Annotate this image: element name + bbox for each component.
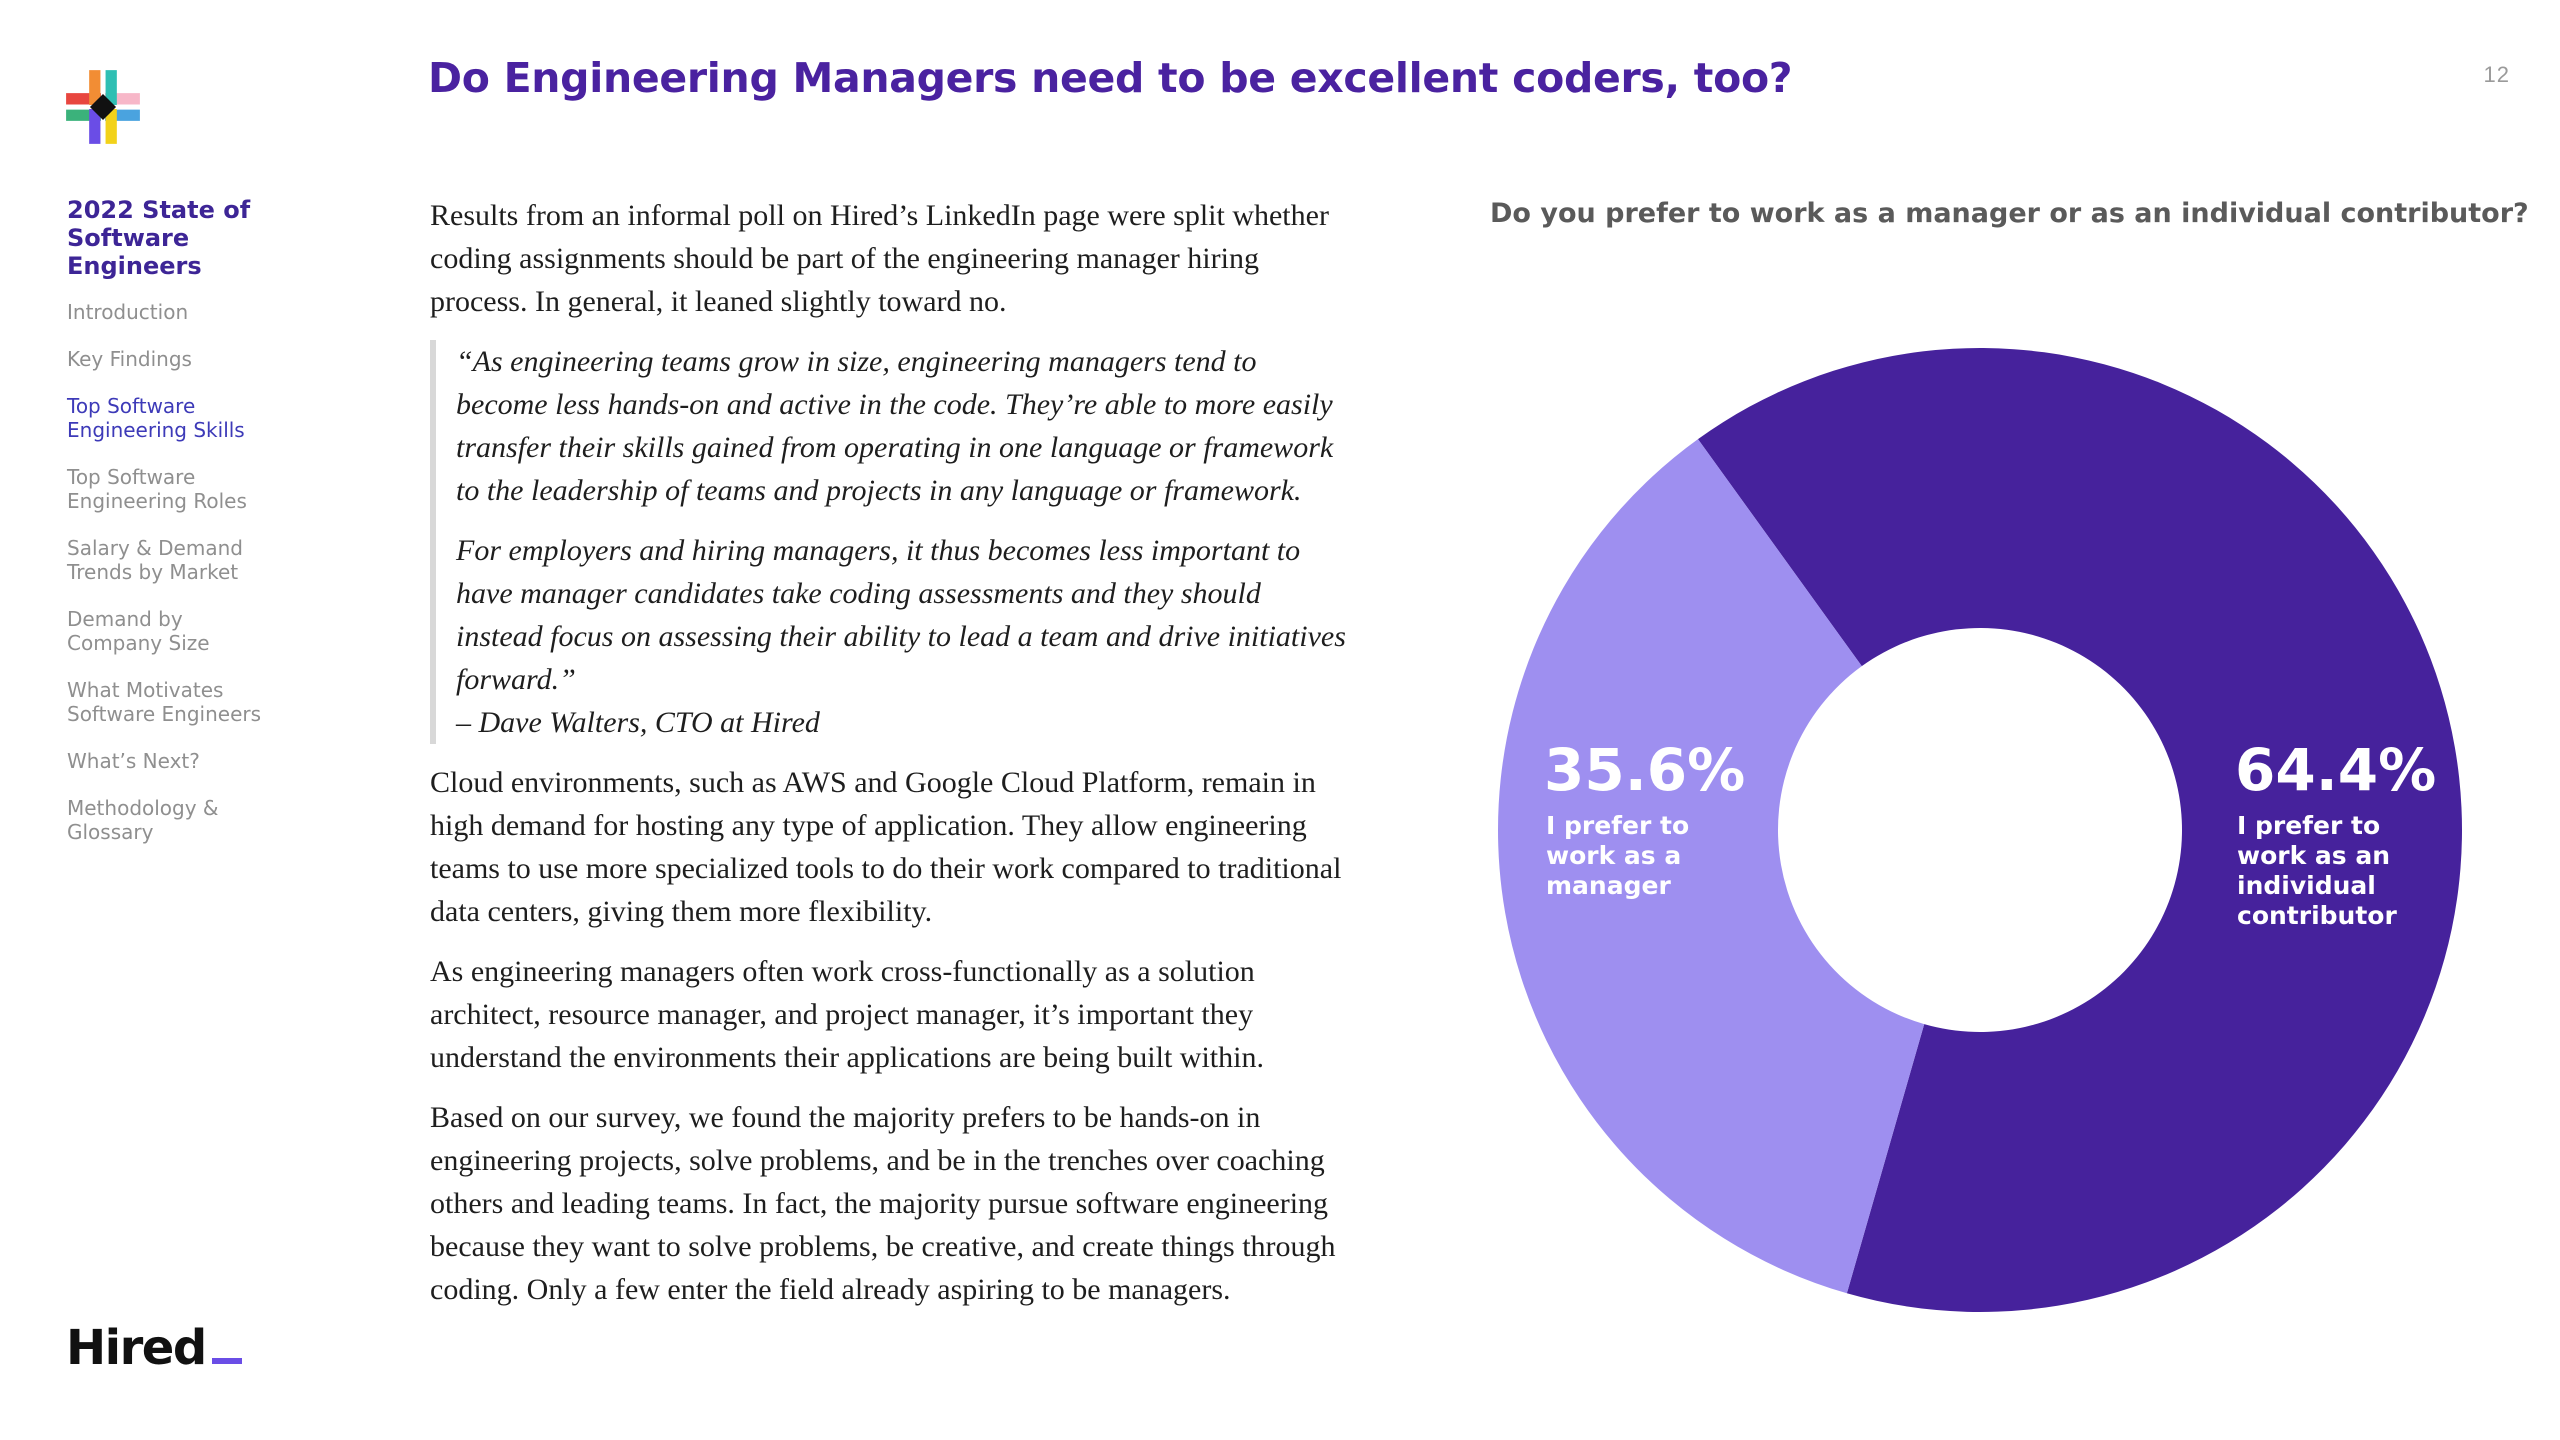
hired-logo-text: Hired: [66, 1320, 207, 1376]
sidebar-item-what-motivates[interactable]: What Motivates Software Engineers: [67, 678, 262, 726]
donut-category-label-1-line-2: manager: [1546, 871, 1671, 900]
donut-slice-0: [1697, 347, 2462, 1312]
quote-attribution: – Dave Walters, CTO at Hired: [456, 706, 820, 739]
page-number: 12: [2483, 62, 2510, 87]
sidebar-item-key-findings[interactable]: Key Findings: [67, 347, 192, 371]
donut-value-label-1: 35.6%: [1544, 736, 1745, 804]
survey-paragraph: Based on our survey, we found the majori…: [430, 1101, 1336, 1306]
donut-category-label-0-line-2: individual: [2237, 871, 2376, 900]
sidebar-item-demand-by-company-size[interactable]: Demand by Company Size: [67, 607, 210, 655]
donut-category-label-1-line-0: I prefer to: [1546, 811, 1689, 840]
managers-paragraph: As engineering managers often work cross…: [430, 955, 1264, 1074]
quote-paragraph-2-text: For employers and hiring managers, it th…: [456, 534, 1346, 696]
hired-star-logo-icon: [66, 70, 140, 144]
hired-logo-underscore: [211, 1358, 242, 1364]
sidebar-item-whats-next[interactable]: What’s Next?: [67, 749, 200, 773]
report-title[interactable]: 2022 State of Software Engineers: [67, 196, 251, 280]
sidebar: 2022 State of Software Engineers Introdu…: [67, 196, 307, 867]
article-body: Results from an informal poll on Hired’s…: [430, 194, 1350, 1328]
sidebar-item-salary-demand-trends[interactable]: Salary & Demand Trends by Market: [67, 536, 243, 584]
chart-title: Do you prefer to work as a manager or as…: [1490, 198, 2529, 229]
sidebar-nav: Introduction Key Findings Top Software E…: [67, 300, 307, 844]
cloud-paragraph: Cloud environments, such as AWS and Goog…: [430, 766, 1342, 928]
quote-paragraph-1: “As engineering teams grow in size, engi…: [456, 345, 1334, 507]
donut-slice-1: [1498, 439, 1925, 1294]
donut-category-label-0-line-3: contributor: [2237, 901, 2397, 930]
sidebar-item-top-software-engineering-skills[interactable]: Top Software Engineering Skills: [67, 394, 245, 442]
sidebar-item-methodology-glossary[interactable]: Methodology & Glossary: [67, 796, 219, 844]
sidebar-item-top-software-engineering-roles[interactable]: Top Software Engineering Roles: [67, 465, 247, 513]
intro-paragraph: Results from an informal poll on Hired’s…: [430, 199, 1329, 318]
cto-quote: “As engineering teams grow in size, engi…: [430, 340, 1350, 744]
donut-category-label-1-line-1: work as a: [1546, 841, 1681, 870]
hired-logo[interactable]: Hired: [66, 1320, 242, 1376]
donut-category-label-0-line-1: work as an: [2237, 841, 2390, 870]
donut-value-label-0: 64.4%: [2235, 736, 2436, 804]
donut-category-label-0-line-0: I prefer to: [2237, 811, 2380, 840]
page-title: Do Engineering Managers need to be excel…: [428, 54, 1793, 102]
quote-paragraph-2: For employers and hiring managers, it th…: [456, 529, 1350, 744]
sidebar-item-introduction[interactable]: Introduction: [67, 300, 189, 324]
